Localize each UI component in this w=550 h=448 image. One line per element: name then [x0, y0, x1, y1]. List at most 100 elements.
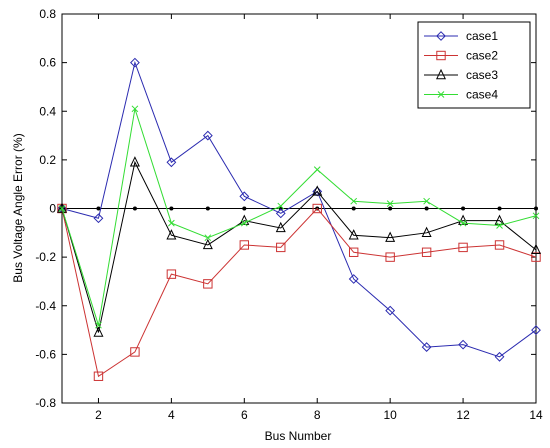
reference-point — [242, 206, 247, 211]
x-axis-label: Bus Number — [265, 429, 332, 443]
data-point-case4 — [240, 219, 248, 227]
data-point-case4 — [532, 212, 540, 220]
data-point-case3 — [348, 229, 359, 240]
x-tick-label: 6 — [241, 408, 248, 422]
series-line-case4 — [61, 108, 537, 326]
data-point-case4 — [386, 200, 394, 207]
data-point-case4 — [131, 105, 139, 113]
data-point-case3 — [458, 214, 469, 225]
data-point-case2 — [239, 240, 250, 250]
legend-marker — [436, 31, 446, 41]
data-point-case4 — [496, 222, 503, 229]
series-case4 — [58, 105, 540, 329]
data-point-case2 — [494, 240, 505, 250]
data-point-case3 — [312, 185, 323, 196]
data-point-case2 — [276, 242, 286, 253]
data-point-case2 — [203, 279, 213, 289]
x-tick-label: 4 — [168, 408, 175, 422]
y-tick-label: -0.2 — [35, 250, 56, 264]
series-line-case3 — [61, 160, 537, 333]
x-tick-label: 10 — [383, 408, 397, 422]
data-point-case1 — [421, 342, 432, 352]
data-point-case2 — [531, 252, 541, 262]
data-point-case1 — [275, 208, 286, 219]
reference-point — [534, 206, 538, 211]
legend-item-case2: case2 — [424, 49, 498, 63]
data-point-case1 — [385, 305, 396, 316]
series-line-case1 — [61, 60, 537, 358]
data-point-case4 — [204, 234, 212, 242]
data-point-case1 — [494, 351, 505, 362]
data-point-case1 — [166, 157, 177, 168]
data-point-case4 — [277, 202, 285, 210]
data-point-case2 — [385, 252, 395, 262]
data-point-case2 — [458, 242, 468, 253]
data-point-case1 — [458, 339, 468, 350]
data-point-case1 — [239, 191, 250, 202]
data-point-case3 — [202, 238, 213, 250]
data-point-case4 — [168, 219, 175, 227]
legend-item-case3: case3 — [424, 68, 498, 82]
data-point-case3 — [494, 214, 505, 225]
y-tick-label: -0.8 — [35, 396, 56, 410]
data-point-case3 — [275, 221, 286, 233]
legend-label: case1 — [466, 29, 498, 43]
y-tick-label: 0 — [49, 202, 56, 216]
reference-point — [205, 206, 210, 211]
x-axis: 2 4 6 8 10 12 14 — [95, 14, 543, 422]
legend: case1 case2 case3 case4 — [417, 21, 531, 109]
data-point-case2 — [93, 371, 104, 381]
data-point-case3 — [421, 226, 432, 238]
data-point-case1 — [348, 274, 359, 284]
x-tick-label: 12 — [456, 408, 470, 422]
data-point-case3 — [166, 229, 177, 240]
reference-point — [96, 206, 101, 211]
legend-marker — [437, 91, 445, 98]
data-point-case3 — [239, 214, 250, 225]
data-point-case2 — [421, 247, 432, 257]
y-tick-label: 0.8 — [39, 7, 56, 21]
series-case2 — [57, 203, 541, 381]
y-tick-label: 0.4 — [39, 104, 56, 118]
y-tick-label: 0.6 — [39, 56, 56, 70]
reference-point — [351, 206, 356, 211]
data-point-case3 — [129, 156, 140, 167]
x-tick-label: 14 — [529, 408, 543, 422]
data-point-case2 — [130, 347, 140, 357]
reference-point — [424, 206, 429, 211]
x-tick-label: 2 — [95, 408, 102, 422]
data-point-case2 — [166, 269, 177, 279]
data-point-case3 — [531, 243, 541, 255]
legend-marker — [436, 50, 446, 61]
data-point-case1 — [202, 130, 213, 141]
data-point-case4 — [95, 321, 102, 329]
data-point-case1 — [93, 213, 104, 224]
reference-point — [461, 206, 466, 211]
y-axis-label: Bus Voltage Angle Error (%) — [11, 133, 25, 282]
legend-label: case4 — [466, 88, 498, 102]
reference-point — [132, 206, 137, 211]
series-line-case2 — [61, 207, 537, 378]
data-point-case1 — [130, 57, 140, 68]
series-case3 — [57, 156, 541, 337]
data-point-case2 — [312, 203, 322, 214]
data-point-case4 — [58, 205, 66, 212]
reference-point — [169, 206, 174, 211]
data-point-case3 — [57, 202, 67, 213]
legend-label: case2 — [466, 49, 498, 63]
legend-label: case3 — [466, 68, 498, 82]
reference-point — [388, 206, 393, 211]
legend-item-case4: case4 — [424, 88, 498, 102]
x-tick-label: 8 — [314, 408, 321, 422]
data-point-case4 — [350, 197, 358, 205]
data-point-case4 — [313, 166, 321, 173]
data-point-case4 — [423, 197, 430, 205]
y-tick-label: -0.6 — [35, 347, 56, 361]
y-tick-label: -0.4 — [35, 299, 56, 313]
series-layer — [57, 57, 541, 381]
data-point-case3 — [93, 326, 104, 337]
series-case1 — [57, 57, 541, 362]
legend-item-case1: case1 — [424, 29, 498, 43]
data-point-case4 — [459, 219, 467, 227]
